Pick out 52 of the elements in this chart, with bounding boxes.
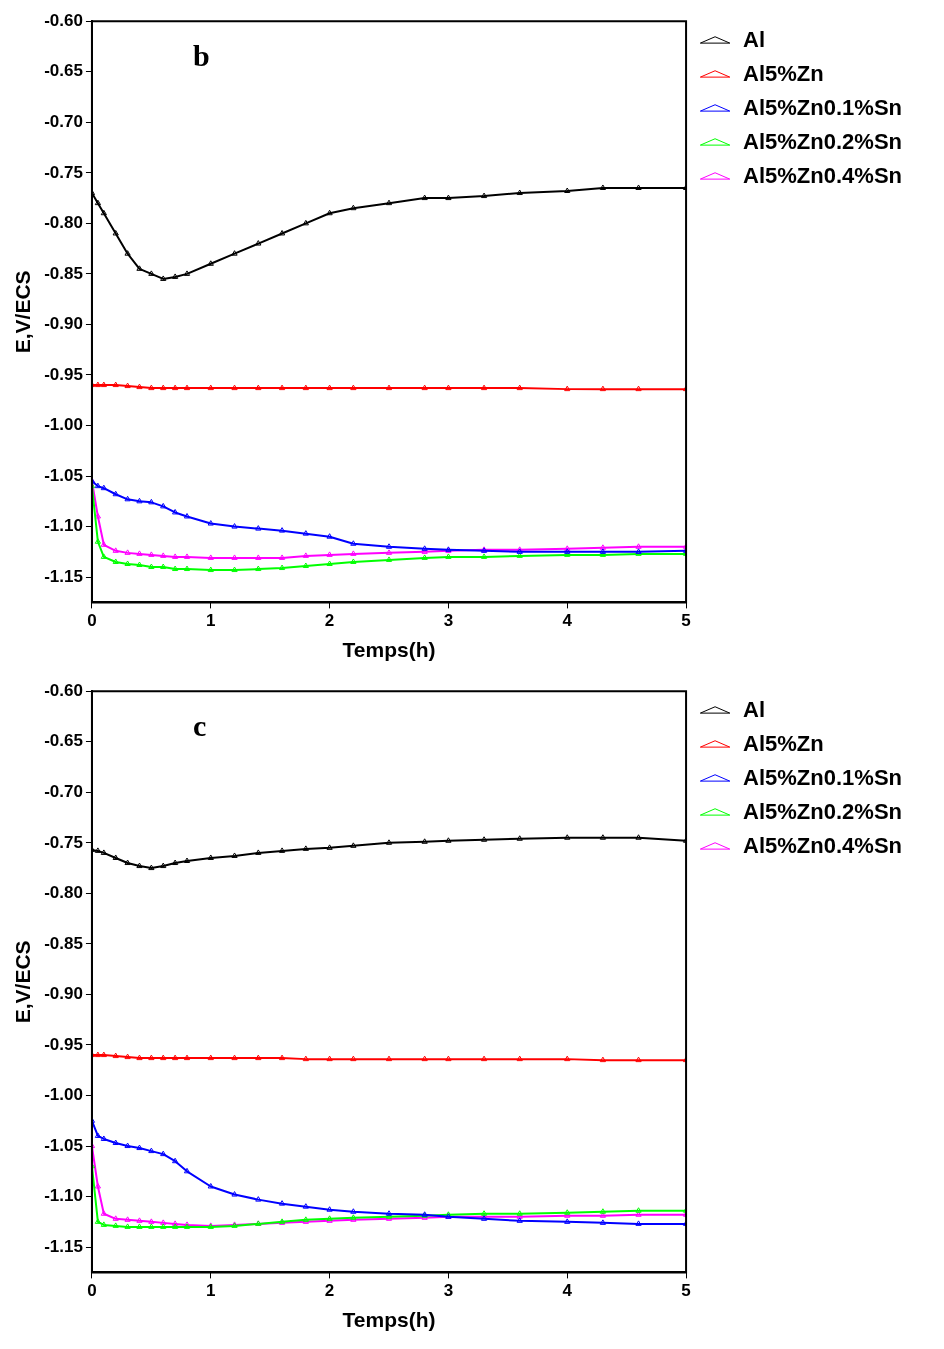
y-tick-label: -0.95 — [44, 364, 83, 384]
y-tick-label: -1.00 — [44, 1085, 83, 1105]
y-tick-label: -0.70 — [44, 781, 83, 801]
legend-label: Al5%Zn0.1%Sn — [743, 95, 903, 121]
x-tick-label: 4 — [562, 611, 573, 631]
y-tick-label: -0.75 — [44, 832, 83, 852]
annotation: c — [192, 708, 207, 742]
x-tick-label: 2 — [324, 1281, 335, 1301]
y-tick-label: -0.90 — [44, 984, 83, 1004]
x-tick-label: 0 — [87, 611, 97, 631]
y-tick-label: -1.15 — [44, 566, 83, 586]
legend-label: Al5%Zn — [743, 731, 824, 757]
y-tick-label: -1.00 — [44, 415, 83, 435]
x-tick-label: 5 — [681, 611, 691, 631]
legend-label: Al5%Zn0.4%Sn — [743, 833, 903, 859]
x-tick-label: 1 — [206, 611, 216, 631]
y-tick-label: -0.95 — [44, 1034, 83, 1054]
annotation: b — [192, 38, 210, 72]
y-tick-label: -0.60 — [44, 680, 83, 700]
x-tick-label: 3 — [443, 611, 454, 631]
x-tick-label: 4 — [562, 1281, 573, 1301]
y-tick-label: -0.90 — [44, 314, 83, 334]
x-tick-label: 1 — [206, 1281, 216, 1301]
y-tick-label: -1.05 — [44, 1135, 83, 1155]
legend-label: Al5%Zn0.4%Sn — [743, 163, 903, 189]
legend-label: Al5%Zn — [743, 61, 824, 87]
y-axis-title: E,V/ECS — [11, 940, 35, 1024]
x-tick-label: 5 — [681, 1281, 691, 1301]
y-tick-label: -1.10 — [44, 516, 83, 536]
x-axis-title: Temps(h) — [342, 1308, 436, 1332]
y-tick-label: -1.10 — [44, 1186, 83, 1206]
x-axis-title: Temps(h) — [342, 638, 436, 662]
legend-label: Al5%Zn0.1%Sn — [743, 765, 903, 791]
y-tick-label: -0.65 — [44, 61, 83, 81]
legend-label: Al5%Zn0.2%Sn — [743, 129, 903, 155]
legend-label: Al5%Zn0.2%Sn — [743, 799, 903, 825]
y-tick-label: -0.65 — [44, 731, 83, 751]
y-tick-label: -0.75 — [44, 162, 83, 182]
x-tick-label: 3 — [443, 1281, 454, 1301]
x-tick-label: 0 — [87, 1281, 97, 1301]
y-tick-label: -0.80 — [44, 883, 83, 903]
y-tick-label: -0.70 — [44, 111, 83, 131]
legend-label: Al — [743, 27, 766, 53]
x-tick-label: 2 — [324, 611, 335, 631]
y-tick-label: -1.05 — [44, 465, 83, 485]
y-tick-label: -0.60 — [44, 10, 83, 30]
y-tick-label: -0.85 — [44, 933, 83, 953]
legend-label: Al — [743, 697, 766, 723]
y-tick-label: -0.85 — [44, 263, 83, 283]
y-axis-title: E,V/ECS — [11, 270, 35, 354]
y-tick-label: -0.80 — [44, 213, 83, 233]
y-tick-label: -1.15 — [44, 1236, 83, 1256]
